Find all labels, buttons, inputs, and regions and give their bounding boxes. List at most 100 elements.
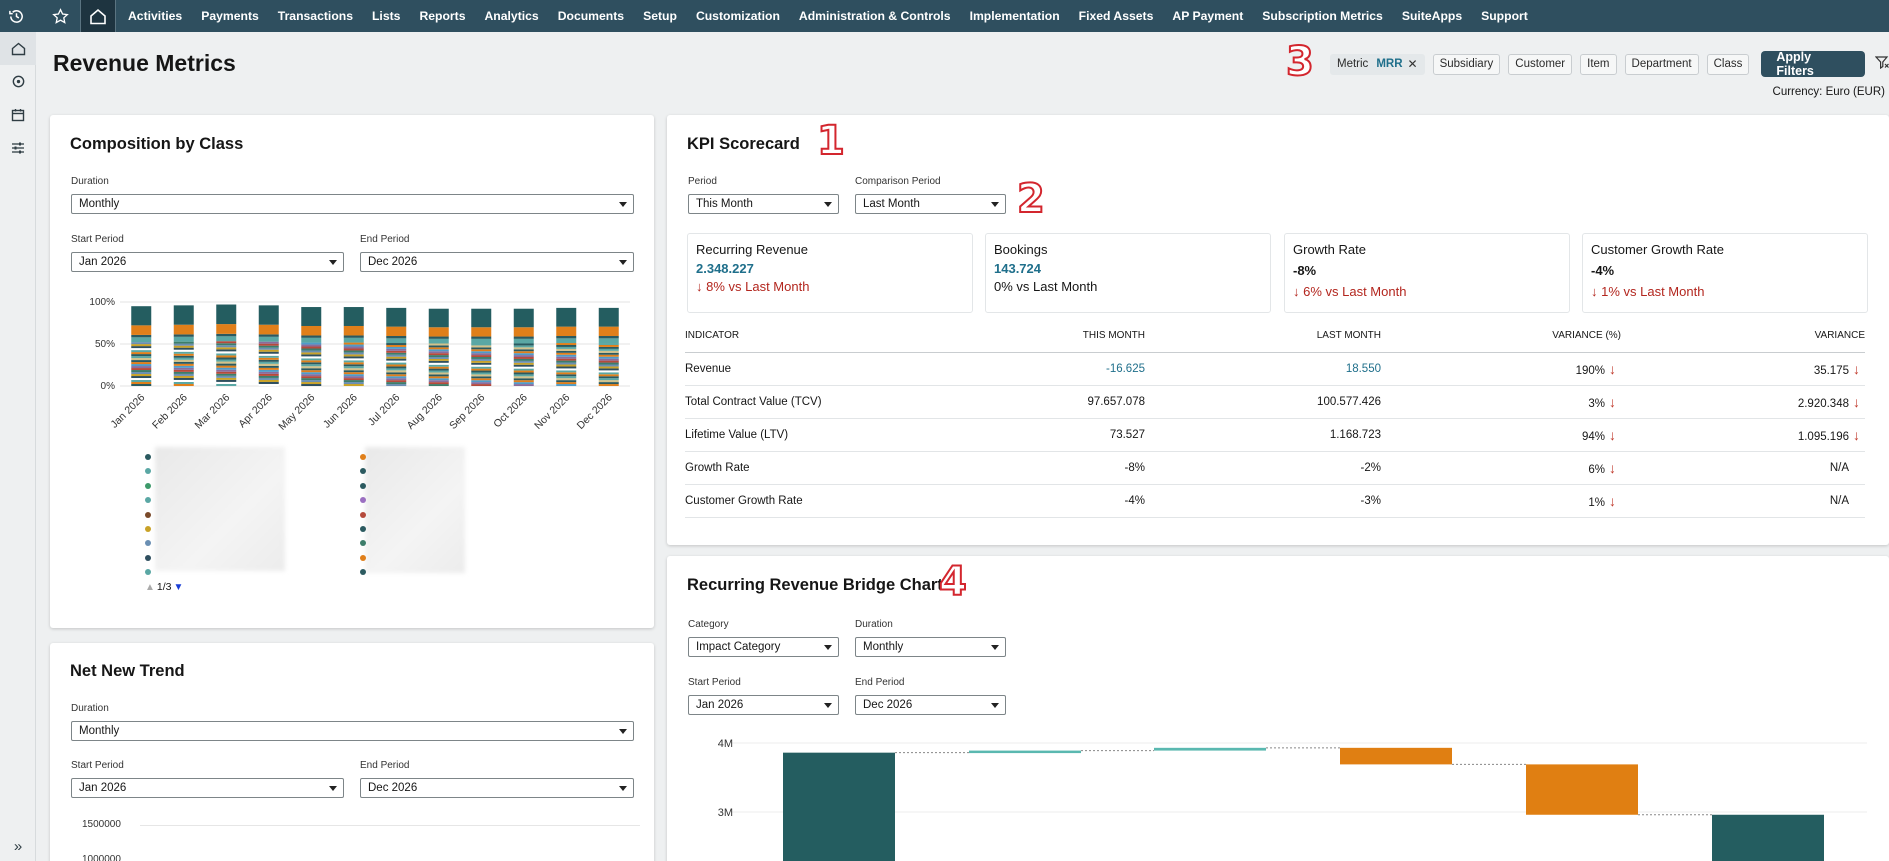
start-period-select[interactable]: Jan 2026 [71,778,344,798]
indicator-name: Growth Rate [685,451,985,485]
metric-filter-chip[interactable]: Metric MRR ✕ [1330,53,1425,75]
menu-item-activities[interactable]: Activities [128,9,183,23]
start-period-select[interactable]: Jan 2026 [688,695,839,715]
customer-filter-chip[interactable]: Customer [1508,53,1573,75]
this-month-value: -4% [985,484,1145,518]
bar-segment [258,367,279,370]
waterfall-bar-increase[interactable] [1154,747,1266,751]
stacked-bar[interactable] [556,307,577,386]
menu-item-customization[interactable]: Customization [695,9,780,23]
close-icon[interactable]: ✕ [1407,57,1418,71]
bar-segment [301,344,322,347]
bar-segment [428,382,449,385]
duration-select[interactable]: Monthly [71,194,634,214]
menu-item-reports[interactable]: Reports [419,9,466,23]
left-rail: » [0,32,36,861]
page-down-icon[interactable]: ▼ [173,581,184,593]
waterfall-bar-increase[interactable] [969,750,1081,754]
legend-dot [145,511,151,518]
stacked-bar[interactable] [471,308,492,386]
menu-item-fixed-assets[interactable]: Fixed Assets [1078,9,1154,23]
waterfall-bar-total[interactable] [1712,814,1824,861]
rail-calendar-icon[interactable] [0,98,36,131]
menu-item-lists[interactable]: Lists [371,9,401,23]
department-filter-chip[interactable]: Department [1624,53,1699,75]
clear-filter-icon[interactable] [1874,56,1889,72]
rail-home-icon[interactable] [0,32,36,65]
subsidiary-filter-chip[interactable]: Subsidiary [1432,53,1501,75]
bar-segment [131,334,152,338]
stacked-bar[interactable] [386,307,407,386]
menu-item-administration-controls[interactable]: Administration & Controls [798,9,951,23]
menu-item-documents[interactable]: Documents [557,9,625,23]
bar-segment [258,324,279,335]
kpi-card-growth-rate[interactable]: Growth Rate -8% ↓ 6% vs Last Month [1284,233,1570,313]
end-period-select[interactable]: Dec 2026 [855,695,1006,715]
menu-item-setup[interactable]: Setup [643,9,677,23]
arrow-down-icon: ↓ [1609,459,1616,476]
comparison-period-label: Comparison Period [855,176,941,187]
menu-item-analytics[interactable]: Analytics [484,9,539,23]
page-title: Revenue Metrics [53,50,236,76]
this-month-value: 97.657.078 [985,385,1145,419]
stacked-bar[interactable] [173,305,194,386]
bar-segment [131,378,152,381]
category-select[interactable]: Impact Category [688,637,839,657]
bar-segment [513,378,534,381]
duration-select[interactable]: Monthly [855,637,1006,657]
bar-segment [301,364,322,367]
favorites-star-icon[interactable] [44,0,76,32]
home-icon[interactable] [80,0,116,32]
stacked-bar[interactable] [301,307,322,386]
menu-item-subscription-metrics[interactable]: Subscription Metrics [1262,9,1383,23]
bar-segment [258,379,279,382]
rail-settings-sliders-icon[interactable] [0,131,36,164]
item-filter-chip[interactable]: Item [1580,53,1617,75]
duration-select[interactable]: Monthly [71,721,634,741]
bar-segment [173,334,194,337]
kpi-card-customer-growth-rate[interactable]: Customer Growth Rate -4% ↓ 1% vs Last Mo… [1582,233,1868,313]
menu-item-implementation[interactable]: Implementation [969,9,1060,23]
menu-item-payments[interactable]: Payments [201,9,259,23]
bar-segment [598,384,619,386]
kpi-indicator-table: Indicator This Month Last Month Variance… [685,327,1865,518]
apply-filters-button[interactable]: Apply Filters [1761,50,1865,78]
bar-segment [343,358,364,361]
last-month-link[interactable]: 18.550 [1145,352,1381,386]
kpi-card-bookings[interactable]: Bookings 143.724 0% vs Last Month [985,233,1271,313]
stacked-bar[interactable] [598,307,619,386]
bar-segment [598,376,619,379]
page-up-icon[interactable]: ▲ [145,581,155,593]
stacked-bar[interactable] [343,307,364,386]
this-month-link[interactable]: -16.625 [985,352,1145,386]
stacked-bar[interactable] [216,304,237,386]
menu-item-transactions[interactable]: Transactions [277,9,353,23]
waterfall-bar-decrease[interactable] [1340,747,1452,765]
waterfall-bar-decrease[interactable] [1526,764,1638,815]
end-period-select[interactable]: Dec 2026 [360,252,634,272]
bar-segment [173,341,194,344]
class-filter-chip[interactable]: Class [1706,53,1750,75]
kpi-card-recurring-revenue[interactable]: Recurring Revenue 2.348.227 ↓ 8% vs Last… [687,233,973,313]
stacked-bar[interactable] [131,306,152,386]
waterfall-bar-total[interactable] [783,752,895,861]
end-period-select[interactable]: Dec 2026 [360,778,634,798]
history-icon[interactable] [0,0,32,32]
y-tick-label: 1500000 [82,819,121,830]
expand-rail-icon[interactable]: » [13,838,23,855]
start-period-select[interactable]: Jan 2026 [71,252,344,272]
menu-item-ap-payment[interactable]: AP Payment [1172,9,1244,23]
stacked-bar[interactable] [428,308,449,386]
variance-pct-value: 3% [1588,397,1605,410]
menu-item-suiteapps[interactable]: SuiteApps [1401,9,1463,23]
annotation-marker-2: 2 [1016,176,1046,222]
rail-refresh-dashboard-icon[interactable] [0,65,36,98]
bar-segment [513,338,534,344]
menu-item-support[interactable]: Support [1481,9,1528,23]
stacked-bar[interactable] [513,308,534,386]
comparison-period-select[interactable]: Last Month [855,194,1006,214]
stacked-bar[interactable] [258,305,279,386]
x-tick-label: Nov 2026 [532,392,572,432]
category-label: Category [688,619,729,630]
period-select[interactable]: This Month [688,194,839,214]
